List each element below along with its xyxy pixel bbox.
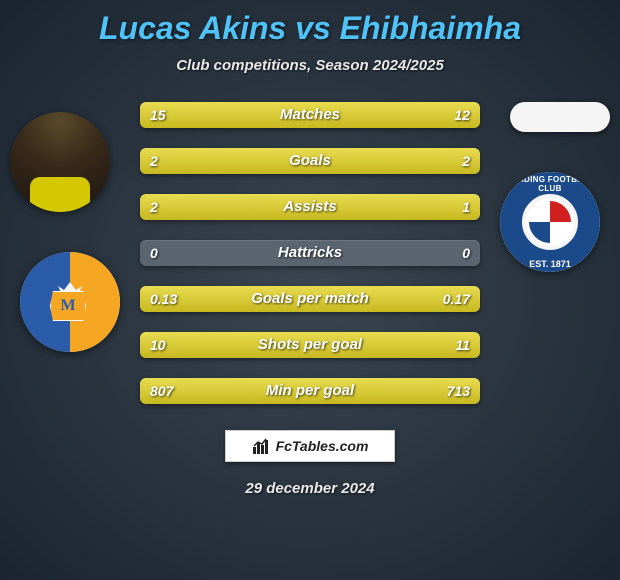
stat-row: Goals2 2 [140,148,480,174]
club-right-badge: READING FOOTBALL CLUB EST. 1871 [500,172,600,272]
stat-label: Hattricks [140,240,480,266]
stat-row: Assists2 1 [140,194,480,220]
stat-row: Min per goal807 713 [140,378,480,404]
stat-value-left: 10 [150,332,166,358]
page-title: Lucas Akins vs Ehibhaimha [0,0,620,47]
stat-value-right: 11 [455,332,470,358]
site-name: FcTables.com [276,438,369,454]
stat-value-left: 0.13 [150,286,177,312]
stat-value-left: 2 [150,194,158,220]
stat-label: Assists [140,194,480,220]
chart-icon [252,437,270,455]
stat-value-left: 2 [150,148,158,174]
stat-label: Matches [140,102,480,128]
club-left-badge: M [20,252,120,352]
club-right-bottom-text: EST. 1871 [500,259,600,269]
player-right-avatar [510,102,610,132]
stat-value-left: 807 [150,378,173,404]
stat-label: Shots per goal [140,332,480,358]
page-subtitle: Club competitions, Season 2024/2025 [0,57,620,74]
stat-label: Min per goal [140,378,480,404]
stat-value-right: 2 [462,148,470,174]
stat-row: Hattricks0 0 [140,240,480,266]
stat-value-right: 0 [462,240,470,266]
stat-bars: Matches1512Goals22Assists21Hattricks00Go… [140,102,480,424]
club-right-center-icon [526,198,574,246]
stat-value-left: 15 [150,102,166,128]
stat-value-right: 0.17 [443,286,470,312]
comparison-panel: M READING FOOTBALL CLUB EST. 1871 Matche… [0,102,620,412]
stat-row: Shots per goal10 11 [140,332,480,358]
stat-label: Goals per match [140,286,480,312]
stat-label: Goals [140,148,480,174]
stat-value-right: 1 [462,194,470,220]
stat-row: Matches15 12 [140,102,480,128]
player-left-avatar [10,112,110,212]
club-right-top-text: READING FOOTBALL CLUB [500,175,600,193]
stat-value-right: 12 [454,102,470,128]
stat-value-left: 0 [150,240,158,266]
stat-row: Goals per match0.13 0.17 [140,286,480,312]
site-logo: FcTables.com [225,430,395,462]
club-left-letter: M [50,291,86,321]
footer-date: 29 december 2024 [0,480,620,497]
stat-value-right: 713 [447,378,470,404]
